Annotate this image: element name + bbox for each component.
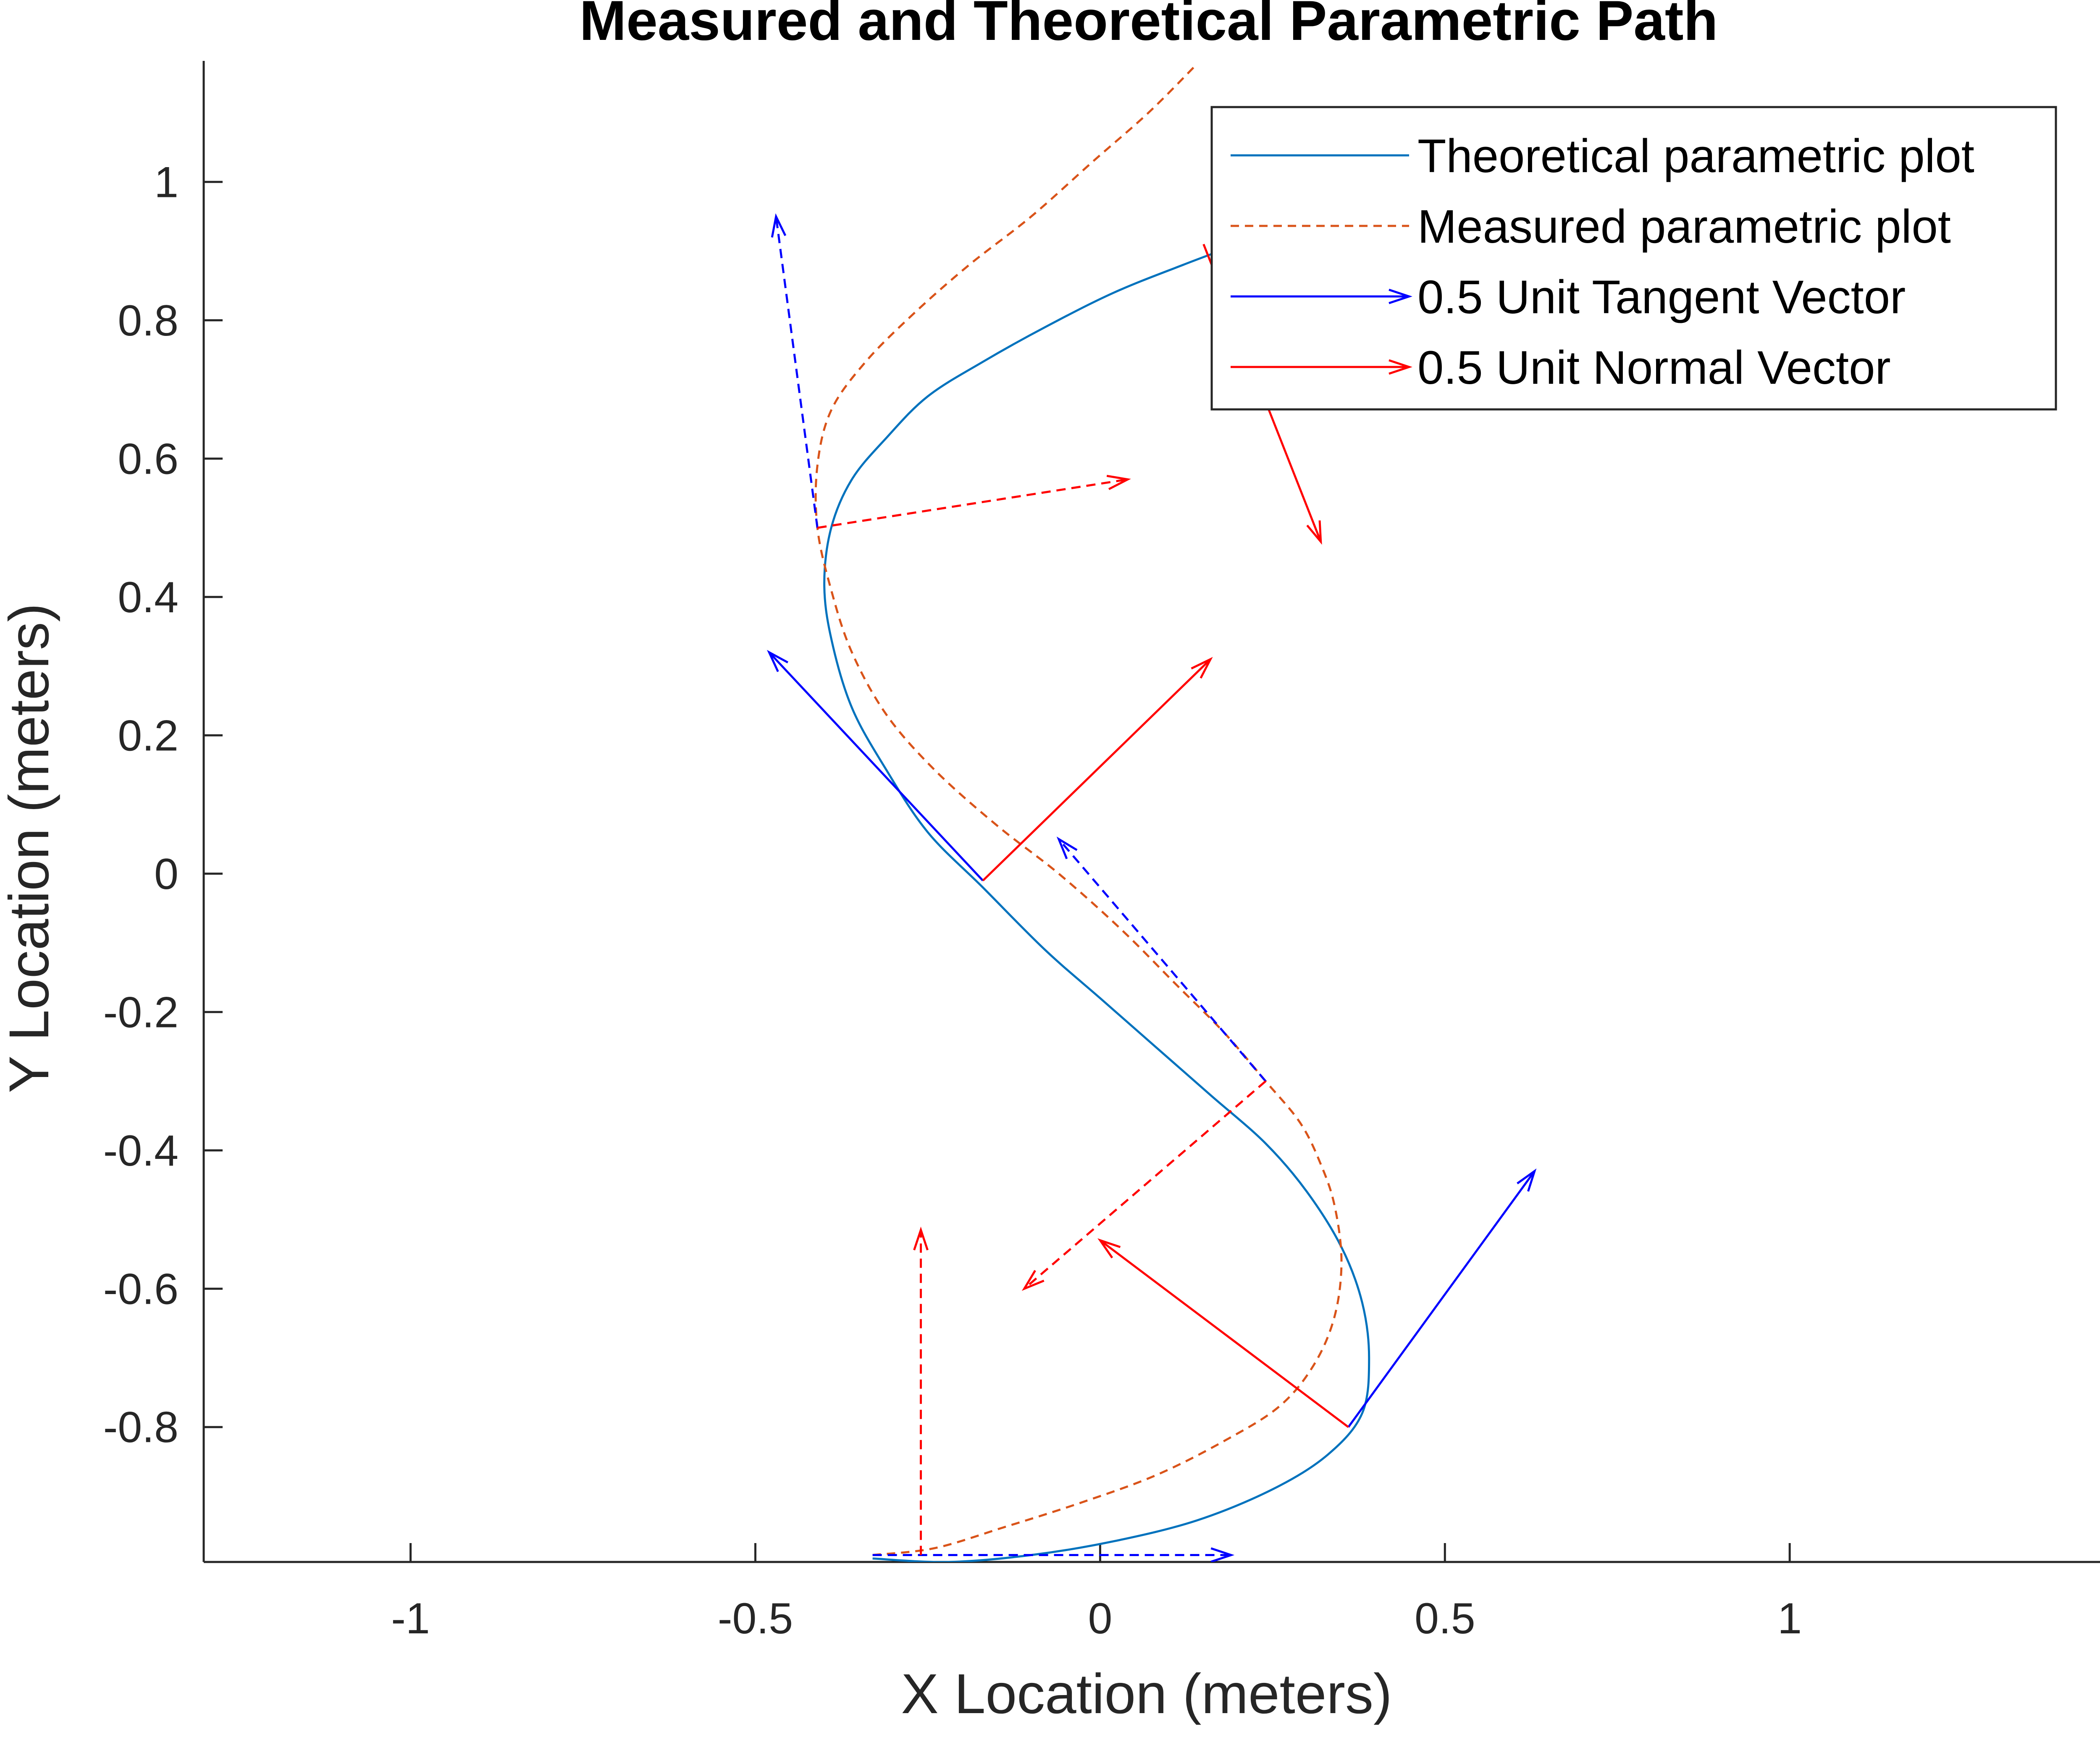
x-tick-label: 1: [1777, 1594, 1802, 1643]
y-tick-label: 0.8: [118, 296, 178, 345]
y-tick-label: 0.4: [118, 573, 178, 622]
y-tick-label: -0.2: [103, 988, 178, 1037]
legend-arrow-swatch-head: [1389, 359, 1412, 375]
legend-label: 0.5 Unit Normal Vector: [1418, 341, 1891, 394]
y-axis-title: Y Location (meters): [0, 603, 60, 1093]
theoretical-tangent-arrow-head: [1517, 1168, 1537, 1192]
theoretical-normal-arrow-shaft: [982, 658, 1211, 882]
measured-tangent-arrow-shaft: [1058, 838, 1267, 1082]
x-tick-label: -0.5: [718, 1594, 793, 1643]
measured-tangent-arrow-shaft: [775, 216, 819, 528]
legend-label: 0.5 Unit Tangent Vector: [1418, 271, 1906, 323]
measured-path-line: [814, 63, 1343, 1556]
theoretical-tangent-arrow: [1347, 1168, 1537, 1428]
measured-normal-arrow-shaft: [1024, 1080, 1267, 1290]
measured-tangent-arrow: [771, 213, 819, 528]
theoretical-normal-arrow: [1097, 1238, 1349, 1428]
y-tick-label: 0: [154, 850, 178, 899]
x-tick-label: 0: [1088, 1594, 1112, 1643]
chart-title: Measured and Theoretical Parametric Path: [580, 0, 1718, 52]
theoretical-tangent-arrow-shaft: [1347, 1170, 1536, 1428]
measured-normal-arrow: [913, 1226, 929, 1555]
measured-tangent-arrow-head: [771, 213, 787, 238]
measured-normal-arrow-head: [1021, 1270, 1045, 1291]
theoretical-normal-arrow-head: [1306, 520, 1322, 545]
legend-arrow-swatch: [1231, 288, 1412, 304]
measured-normal-arrow-head: [1106, 474, 1131, 490]
theoretical-tangent-arrow-head: [766, 650, 788, 672]
legend-arrow-swatch: [1231, 359, 1412, 375]
y-tick-label: 0.2: [118, 711, 178, 760]
legend-label: Theoretical parametric plot: [1418, 130, 1974, 182]
legend: Theoretical parametric plot Measured para…: [1210, 106, 2057, 411]
theoretical-normal-arrow: [982, 657, 1213, 882]
theoretical-normal-arrow-head: [1191, 657, 1213, 679]
measured-normal-arrow: [817, 474, 1131, 529]
y-tick-label: -0.6: [103, 1265, 178, 1313]
legend-box: [1210, 106, 2057, 411]
y-tick-label: 1: [154, 158, 178, 207]
theoretical-tangent-arrow-shaft: [768, 651, 984, 881]
y-tick-label: -0.4: [103, 1127, 178, 1175]
theoretical-tangent-arrow: [766, 650, 984, 881]
theoretical-normal-arrow-head: [1097, 1238, 1121, 1258]
legend-arrow-swatch-head: [1389, 288, 1412, 304]
measured-tangent-arrow-head: [1210, 1547, 1235, 1562]
measured-normal-arrow: [1021, 1080, 1267, 1291]
y-tick-label: 0.6: [118, 435, 178, 483]
measured-tangent-arrow: [1056, 836, 1267, 1082]
plot-area: -1 -0.5 0 0.5 1 -0.8 -0.6 -0.4 -0.2 0 0.2 0.4 0.6 0.8…: [103, 61, 2100, 1643]
x-axis-title: X Location (meters): [901, 1663, 1392, 1725]
measured-normal-arrow-head: [913, 1226, 929, 1251]
theoretical-path-line: [823, 243, 1370, 1562]
measured-normal-arrow-shaft: [817, 478, 1128, 529]
measured-tangent-arrow-head: [1056, 836, 1078, 860]
x-tick-label: -1: [391, 1594, 430, 1643]
x-tick-label: 0.5: [1415, 1594, 1475, 1643]
y-tick-label: -0.8: [103, 1403, 178, 1452]
theoretical-normal-arrow-shaft: [1099, 1239, 1349, 1428]
legend-label: Measured parametric plot: [1418, 200, 1951, 253]
measured-tangent-arrow: [872, 1547, 1235, 1562]
